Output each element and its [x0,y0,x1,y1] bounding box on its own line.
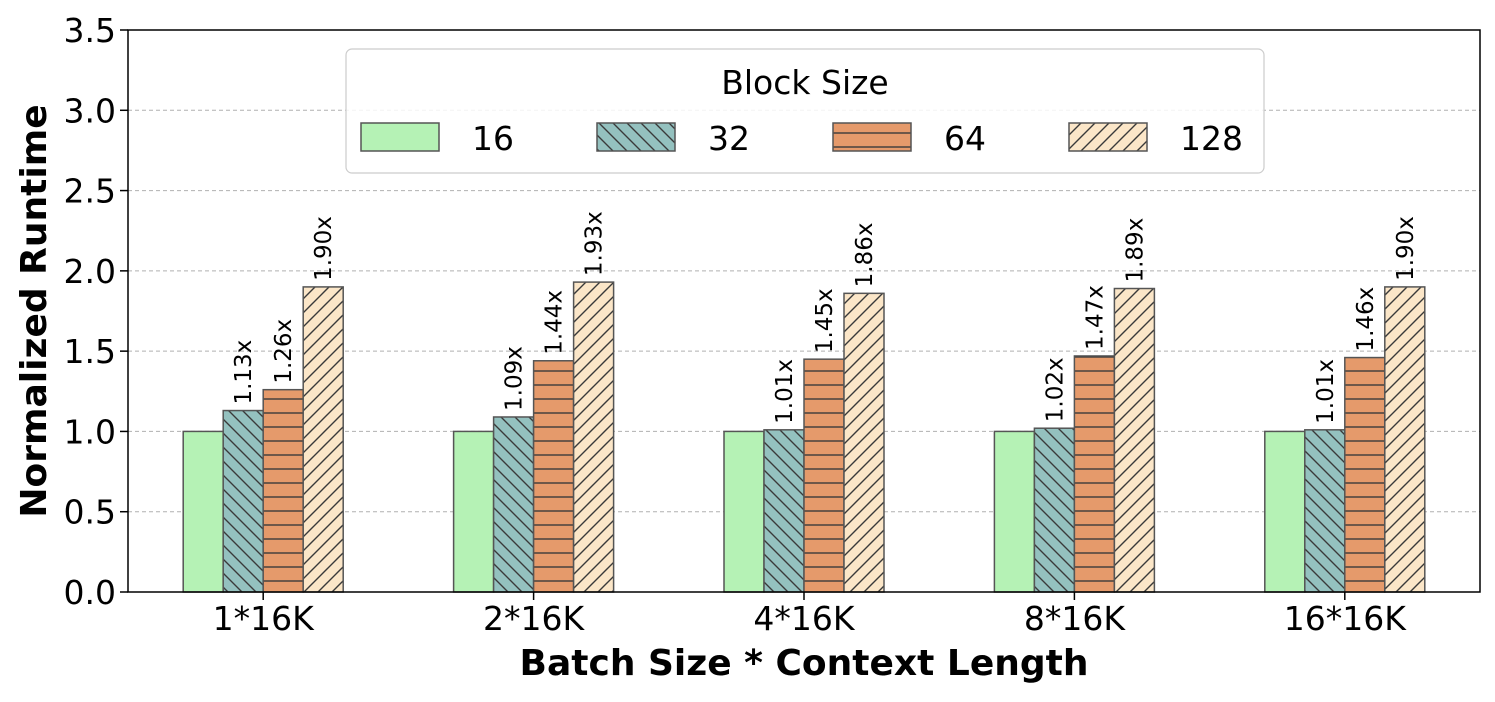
bar-hatch [844,293,884,592]
x-axis: 1*16K 2*16K 4*16K 8*16K 16*16K [213,592,1407,638]
y-tick-label: 1.5 [64,332,116,371]
bar-hatch [1304,429,1345,592]
legend: Block Size 16 32 64 128 [345,48,1265,174]
data-label: 1.46x [1353,287,1379,352]
data-label: 1.86x [852,223,878,288]
bar [183,431,224,592]
data-label: 1.02x [1042,357,1068,422]
bar [724,431,764,592]
legend-swatch-outline [596,122,676,152]
legend-label: 16 [472,119,514,158]
data-label: 1.13x [231,340,257,405]
data-label: 1.01x [772,359,798,424]
bar-hatch [493,416,534,592]
x-tick-label: 4*16K [753,599,855,638]
bar-hatch [1034,428,1075,592]
data-label: 1.90x [311,216,337,281]
bar [453,431,494,592]
data-label: 1.89x [1122,218,1148,283]
bar [1264,431,1305,592]
bar-hatch [573,282,614,592]
data-label: 1.44x [542,290,568,355]
y-axis: 0.0 0.5 1.0 1.5 2.0 2.5 3.0 3.5 [64,11,128,612]
x-tick-label: 2*16K [483,599,585,638]
legend-swatch-hatch [597,123,675,151]
legend-frame [345,48,1265,174]
y-tick-label: 2.5 [64,172,116,211]
bar-hatch [1074,355,1115,592]
data-label: 1.47x [1082,285,1108,350]
legend-label: 64 [944,119,986,158]
legend-title: Block Size [721,63,888,102]
data-labels: 1.13x 1.26x 1.90x 1.09x 1.44x 1.93x 1.01x 1.45x… [231,211,1419,424]
legend-label: 128 [1180,119,1243,158]
bar-hatch [533,360,574,592]
bar [994,431,1035,592]
bar-hatch [1114,288,1155,592]
y-axis-title: Normalized Runtime [14,104,55,517]
bar-hatch [223,410,264,592]
y-tick-label: 1.0 [64,412,116,451]
bar-hatch [263,389,304,592]
data-label: 1.93x [582,211,608,276]
bar-hatch [1344,357,1385,592]
y-tick-label: 2.0 [64,252,116,291]
y-tick-label: 0.5 [64,493,116,532]
legend-swatch-outline [832,122,912,152]
data-label: 1.26x [271,319,297,384]
y-tick-label: 3.0 [64,91,116,130]
y-tick-label: 3.5 [64,11,116,50]
bar-hatch [303,286,344,592]
x-axis-title: Batch Size * Context Length [520,643,1089,684]
bar-hatch [1384,286,1425,592]
data-label: 1.90x [1393,216,1419,281]
legend-swatch-outline [1068,122,1148,152]
bars [182,281,1426,593]
x-tick-label: 8*16K [1024,599,1126,638]
x-tick-label: 16*16K [1284,599,1407,638]
bar-hatch [804,359,844,592]
legend-swatch-hatch [833,123,911,151]
legend-swatch-outline [360,122,440,152]
data-label: 1.09x [502,346,528,411]
data-label: 1.01x [1313,359,1339,424]
x-tick-label: 1*16K [213,599,315,638]
y-tick-label: 0.0 [64,573,116,612]
legend-swatch-hatch [1069,123,1147,151]
bar-hatch [764,429,804,592]
legend-swatch [361,123,439,151]
legend-label: 32 [708,119,750,158]
legend-items: 16 32 64 128 [360,119,1243,158]
data-label: 1.45x [812,288,838,353]
